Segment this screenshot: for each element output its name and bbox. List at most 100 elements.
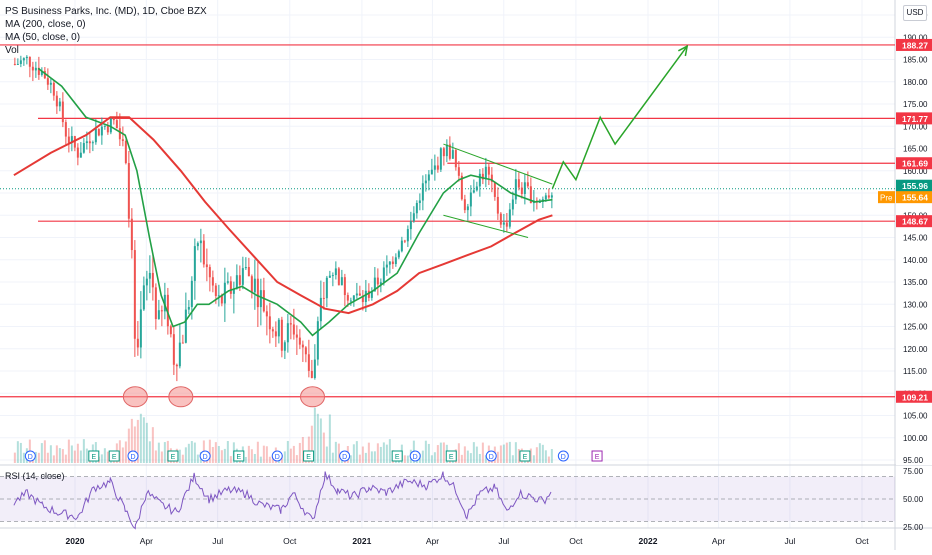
candle-body <box>151 272 154 288</box>
candle-body <box>247 267 250 277</box>
candle-body <box>448 144 451 159</box>
candles <box>13 55 553 382</box>
price-tick: 160.00 <box>903 167 928 176</box>
candle-body <box>475 186 478 191</box>
candle-body <box>319 297 322 322</box>
volume-bar <box>511 455 514 463</box>
volume-bar <box>442 442 445 463</box>
candle-body <box>199 240 202 244</box>
candle-body <box>124 140 127 164</box>
candle-body <box>334 268 337 276</box>
candle-body <box>28 56 31 67</box>
volume-bar <box>496 451 499 463</box>
candle-body <box>514 179 517 200</box>
candle-body <box>103 125 106 127</box>
volume-bar <box>505 442 508 463</box>
candle-body <box>289 323 292 325</box>
volume-bar <box>292 445 295 463</box>
volume-bar <box>289 448 292 463</box>
volume-bar <box>259 456 262 463</box>
volume-bar <box>253 453 256 463</box>
volume-bar <box>307 436 310 463</box>
volume-bar <box>535 447 538 463</box>
volume-bar <box>265 446 268 463</box>
level-tag-value: 161.69 <box>902 159 928 169</box>
volume-bar <box>502 444 505 463</box>
volume-bar <box>433 452 436 463</box>
candle-body <box>502 222 505 225</box>
candle-body <box>184 309 187 343</box>
candle-body <box>154 287 157 320</box>
candle-body <box>400 240 403 252</box>
candle-body <box>472 190 475 193</box>
time-tick: Apr <box>712 536 725 546</box>
volume-bar <box>46 452 49 463</box>
earnings-marker-label: E <box>236 454 241 461</box>
candle-body <box>376 277 379 285</box>
volume-bar <box>19 442 22 463</box>
level-tag <box>896 390 932 403</box>
candle-body <box>76 147 79 158</box>
candle-body <box>169 326 172 335</box>
volume-bar <box>376 443 379 463</box>
volume-bar <box>67 439 70 463</box>
candle-body <box>526 182 529 187</box>
candle-body <box>178 342 181 367</box>
candle-body <box>523 182 526 195</box>
level-tag-value: 148.67 <box>902 217 928 227</box>
dividend-marker <box>339 450 351 462</box>
candle-body <box>382 267 385 283</box>
volume-bar <box>364 452 367 463</box>
volume-bar <box>262 445 265 463</box>
candle-body <box>118 128 121 140</box>
volume-bar <box>373 451 376 463</box>
candle-body <box>217 295 220 297</box>
volume-bar <box>406 455 409 463</box>
candle-body <box>367 290 370 298</box>
candle-body <box>109 118 112 133</box>
price-tick: 185.00 <box>903 56 928 65</box>
candle-body <box>511 199 514 210</box>
candle-body <box>211 277 214 286</box>
volume-bar <box>157 442 160 463</box>
time-tick: Jul <box>784 536 795 546</box>
candle-body <box>463 199 466 211</box>
dividend-marker-label: D <box>203 454 208 461</box>
price-tick: 180.00 <box>903 78 928 87</box>
candle-body <box>79 152 82 158</box>
candle-body <box>547 195 550 198</box>
volume-bar <box>457 443 460 463</box>
volume-bar <box>184 447 187 463</box>
volume-bar <box>85 448 88 463</box>
candle-body <box>259 290 262 308</box>
volume-bar <box>187 443 190 463</box>
candle-body <box>544 195 547 200</box>
currency-button[interactable]: USD <box>903 5 927 21</box>
candle-body <box>427 174 430 181</box>
moving-averages <box>13 67 553 337</box>
earnings-marker-label: E <box>523 454 528 461</box>
volume-bar <box>220 450 223 463</box>
volume-bar <box>256 441 259 463</box>
candle-body <box>436 165 439 170</box>
volume-bar <box>529 448 532 463</box>
level-tag-value: 109.21 <box>902 392 928 402</box>
volume-bar <box>13 452 16 463</box>
volume-bar <box>379 446 382 463</box>
candle-body <box>220 295 223 304</box>
candle-body <box>145 278 148 286</box>
candle-body <box>268 316 271 330</box>
dividend-marker-label: D <box>130 454 135 461</box>
candle-body <box>424 180 427 184</box>
candle-body <box>19 60 22 64</box>
candle-body <box>130 218 133 251</box>
price-tick: 145.00 <box>903 234 928 243</box>
volume-bar <box>325 446 328 463</box>
candle-body <box>301 344 304 348</box>
candle-body <box>487 166 490 175</box>
candle-body <box>442 148 445 157</box>
candle-body <box>439 148 442 170</box>
